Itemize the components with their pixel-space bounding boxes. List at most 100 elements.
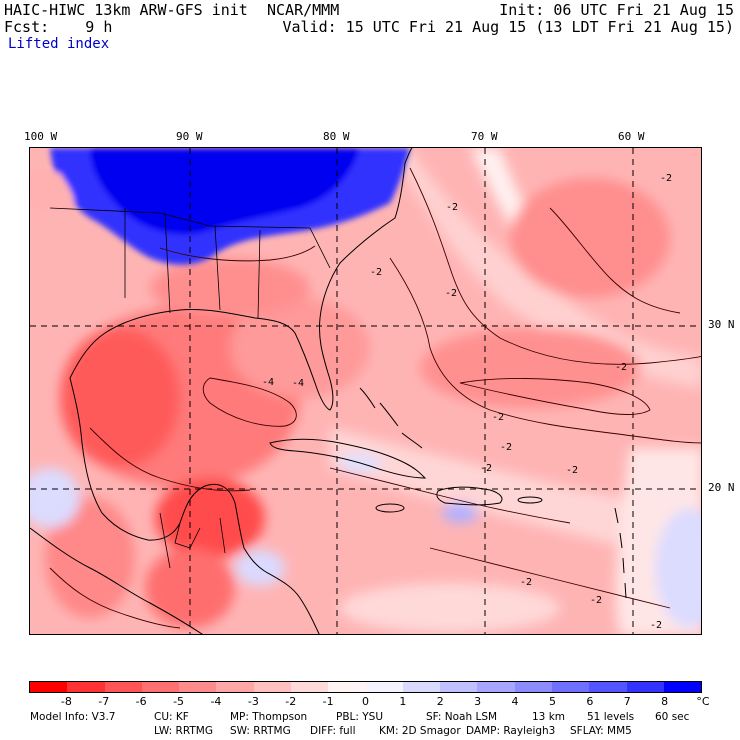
valid-time: Valid: 15 UTC Fri 21 Aug 15 (13 LDT Fri … bbox=[282, 18, 734, 36]
colorbar-tick-label: -8 bbox=[60, 695, 72, 708]
colorbar-tick-label: 5 bbox=[548, 695, 556, 708]
colorbar-unit: °C bbox=[696, 695, 710, 708]
lesser-antilles bbox=[614, 507, 627, 599]
contour-line bbox=[429, 547, 671, 609]
field-name: Lifted index bbox=[8, 36, 110, 52]
puerto-rico-outline bbox=[517, 496, 543, 504]
southeast-us-red bbox=[230, 298, 370, 398]
east-blue-patch bbox=[655, 508, 701, 628]
contour-label: -2 bbox=[370, 267, 382, 278]
lon-label-90w: 90 W bbox=[176, 130, 203, 143]
colorbar-swatch bbox=[514, 682, 552, 692]
colorbar-tick-label: 8 bbox=[661, 695, 669, 708]
surface-layer-setting: SFLAY: MM5 bbox=[570, 725, 632, 737]
colorbar-swatch bbox=[179, 682, 217, 692]
gulf-states-red bbox=[150, 258, 310, 318]
time-step: 60 sec bbox=[655, 711, 690, 723]
colorbar-tick-label: -5 bbox=[173, 695, 185, 708]
contour-label: -4 bbox=[262, 377, 274, 388]
lat-lon-grid bbox=[30, 148, 701, 634]
colorbar-tick-label: -1 bbox=[322, 695, 334, 708]
colorbar-tick-label: 3 bbox=[474, 695, 482, 708]
model-title: HAIC-HIWC 13km ARW-GFS init bbox=[4, 1, 248, 19]
grid-spacing: 13 km bbox=[532, 711, 566, 723]
microphysics-scheme: MP: Thompson bbox=[230, 711, 308, 723]
colorbar-tick-label: 4 bbox=[511, 695, 519, 708]
colorbar-swatch bbox=[67, 682, 105, 692]
lifted-index-contours bbox=[49, 167, 701, 629]
lon-label-70w: 70 W bbox=[471, 130, 498, 143]
pacific-coastline bbox=[30, 527, 203, 634]
colorbar-swatch bbox=[663, 682, 702, 692]
contour-line bbox=[159, 245, 316, 262]
colorbar-tick-label: 2 bbox=[436, 695, 444, 708]
surface-scheme: SF: Noah LSM bbox=[426, 711, 498, 723]
contour-line bbox=[49, 567, 181, 629]
colorbar-tick-label: 0 bbox=[362, 695, 369, 708]
colorbar-swatch bbox=[216, 682, 254, 692]
state-borders bbox=[49, 207, 331, 319]
hispaniola-blue-patch bbox=[442, 503, 478, 523]
south-caribbean-pale bbox=[340, 583, 560, 633]
colorbar-tick-label: -7 bbox=[98, 695, 110, 708]
colorbar-tick-label: -6 bbox=[135, 695, 147, 708]
coastlines bbox=[30, 148, 627, 634]
lat-label-30n: 30 N bbox=[708, 318, 735, 331]
contour-label: -2 bbox=[445, 288, 457, 299]
colorbar-swatch bbox=[589, 682, 627, 692]
lat-label-20n: 20 N bbox=[708, 481, 735, 494]
pbl-scheme: PBL: YSU bbox=[336, 711, 384, 723]
vertical-levels: 51 levels bbox=[587, 711, 635, 723]
contour-line bbox=[89, 427, 251, 492]
yucatan-red bbox=[155, 478, 265, 558]
contour-line bbox=[389, 257, 701, 444]
contour-line bbox=[409, 167, 701, 365]
shortwave-scheme: SW: RRTMG bbox=[230, 725, 291, 737]
colorbar-swatch bbox=[402, 682, 441, 692]
contour-label: -2 bbox=[650, 620, 662, 631]
km-setting: KM: 2D Smagor bbox=[379, 725, 461, 737]
mexico-red bbox=[45, 498, 135, 618]
colorbar-swatch bbox=[626, 682, 664, 692]
contour-label: -2 bbox=[566, 465, 578, 476]
contour-label: -2 bbox=[615, 362, 627, 373]
northwest-red-corner bbox=[30, 168, 75, 213]
contour-label: -2 bbox=[480, 463, 492, 474]
lon-label-80w: 80 W bbox=[323, 130, 350, 143]
bahamas-outline bbox=[359, 387, 423, 449]
mexico-borders bbox=[159, 512, 226, 569]
atlantic-light-band bbox=[390, 148, 701, 388]
lifted-index-map: -2 -2 -2 -2 -2 -2 -2 -2 -2 -4 -4 -2 -2 -… bbox=[29, 147, 702, 635]
contour-label: -2 bbox=[590, 595, 602, 606]
diffusion-setting: DIFF: full bbox=[310, 725, 356, 737]
colorbar-tick-label: -4 bbox=[210, 695, 222, 708]
map-canvas: -2 -2 -2 -2 -2 -2 -2 -2 -2 -4 -4 -2 -2 -… bbox=[30, 148, 701, 634]
contour-line bbox=[202, 377, 297, 427]
forecast-hour: Fcst: 9 h bbox=[4, 18, 113, 36]
contour-line bbox=[329, 467, 571, 524]
colorbar-tick-label: -2 bbox=[285, 695, 297, 708]
init-time: Init: 06 UTC Fri 21 Aug 15 bbox=[499, 1, 734, 19]
contour-label-group: -2 -2 -2 -2 -2 -2 -2 -2 -2 -4 -4 -2 -2 -… bbox=[262, 173, 672, 631]
contour-label: -2 bbox=[492, 412, 504, 423]
contour-label: -2 bbox=[520, 577, 532, 588]
colorbar-tick-label: 6 bbox=[586, 695, 594, 708]
hispaniola-outline bbox=[436, 486, 503, 506]
contour-label: -2 bbox=[500, 442, 512, 453]
caribbean-light-band bbox=[330, 428, 701, 568]
central-america-coastline bbox=[243, 547, 320, 634]
colorbar-swatch bbox=[328, 682, 366, 692]
colorbar-swatch bbox=[30, 682, 68, 692]
colorbar-swatch bbox=[440, 682, 478, 692]
north-atlantic-red bbox=[510, 178, 670, 298]
longwave-scheme: LW: RRTMG bbox=[154, 725, 213, 737]
contour-line bbox=[459, 378, 651, 415]
colorbar-swatch bbox=[551, 682, 590, 692]
colorbar-swatch bbox=[477, 682, 515, 692]
colorbar-swatch bbox=[141, 682, 180, 692]
contour-line bbox=[549, 207, 681, 314]
contour-label: -2 bbox=[446, 202, 458, 213]
colorbar-tick-label: 7 bbox=[623, 695, 631, 708]
contour-label: -2 bbox=[660, 173, 672, 184]
lon-label-60w: 60 W bbox=[618, 130, 645, 143]
